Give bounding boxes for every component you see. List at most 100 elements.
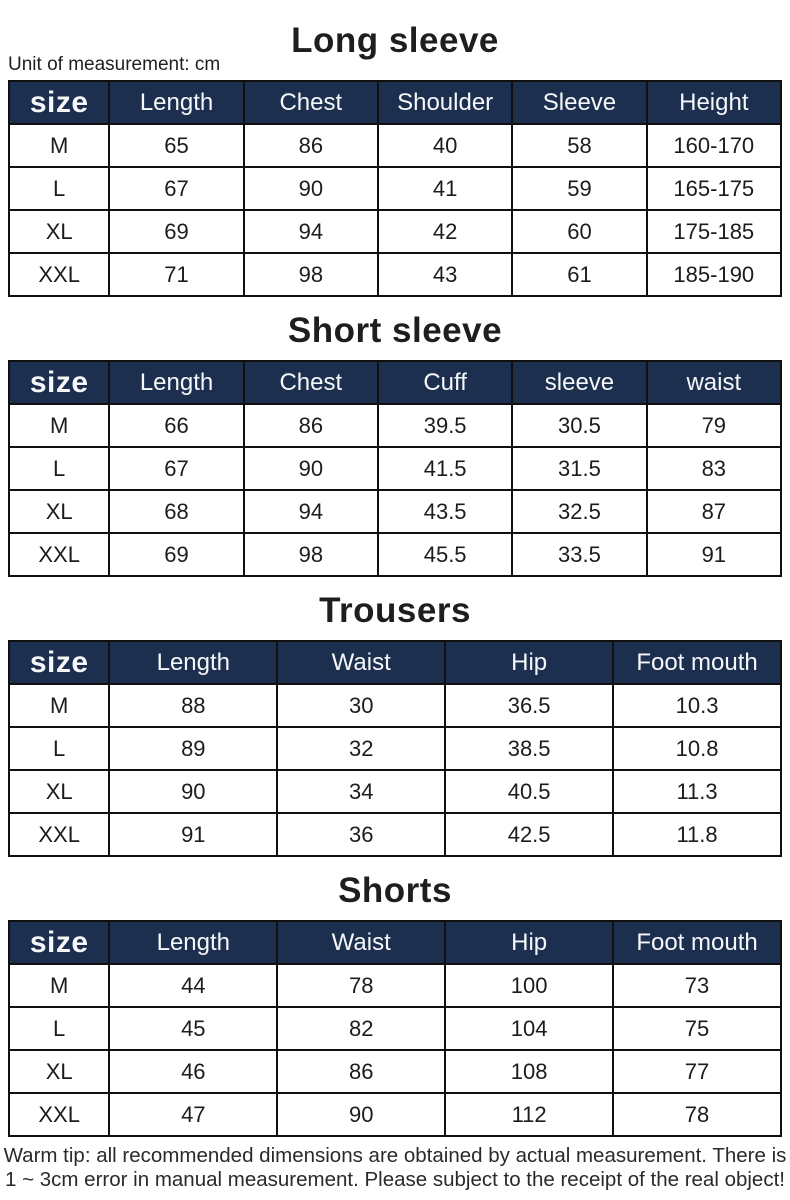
table-row-xl: XL 68 94 43.5 32.5 87 (7, 489, 783, 534)
value-cell: 69 (108, 532, 245, 577)
header-cell-shoulder: Shoulder (376, 80, 514, 125)
header-cell-height: Height (645, 80, 783, 125)
value-cell: 69 (108, 209, 245, 254)
value-cell: 90 (276, 1092, 447, 1137)
value-cell: 89 (108, 726, 279, 771)
value-cell: 82 (276, 1006, 447, 1051)
size-table-long-sleeve: size Length Chest Shoulder Sleeve Height M 65 86… (7, 80, 783, 297)
header-cell-chest: Chest (242, 80, 379, 125)
value-cell: 36 (276, 812, 447, 857)
header-cell-size: size (7, 640, 111, 685)
size-table-short-sleeve: size Length Chest Cuff sleeve waist M 66 86 39.5 3… (7, 360, 783, 577)
value-cell: 94 (242, 489, 379, 534)
size-cell: L (7, 166, 111, 211)
table-row-xxl: XXL 91 36 42.5 11.8 (7, 812, 782, 857)
value-cell: 10.8 (612, 726, 782, 771)
value-cell: 67 (108, 166, 245, 211)
size-cell: XXL (7, 532, 111, 577)
header-cell-foot-mouth: Foot mouth (612, 920, 782, 965)
value-cell: 108 (444, 1049, 615, 1094)
header-cell-cuff: Cuff (376, 360, 514, 405)
value-cell: 60 (511, 209, 648, 254)
value-cell: 58 (511, 123, 648, 168)
size-table-trousers: size Length Waist Hip Foot mouth M 88 30 36.5 10.… (7, 640, 782, 857)
header-cell-waist: Waist (276, 920, 447, 965)
value-cell: 46 (108, 1049, 279, 1094)
value-cell: 68 (108, 489, 245, 534)
value-cell: 43 (376, 252, 514, 297)
value-cell: 87 (645, 489, 783, 534)
value-cell: 38.5 (444, 726, 615, 771)
table-row-xxl: XXL 69 98 45.5 33.5 91 (7, 532, 783, 577)
value-cell: 36.5 (444, 683, 615, 728)
value-cell: 90 (108, 769, 279, 814)
value-cell: 88 (108, 683, 279, 728)
section-title-short-sleeve: Short sleeve (287, 311, 503, 350)
value-cell: 59 (511, 166, 648, 211)
value-cell: 33.5 (511, 532, 648, 577)
section-title-trousers: Trousers (319, 591, 471, 630)
value-cell: 31.5 (511, 446, 648, 491)
size-cell: M (7, 963, 111, 1008)
value-cell: 91 (108, 812, 279, 857)
value-cell: 78 (276, 963, 447, 1008)
value-cell: 73 (612, 963, 782, 1008)
value-cell: 47 (108, 1092, 279, 1137)
header-cell-hip: Hip (444, 920, 615, 965)
value-cell: 44 (108, 963, 279, 1008)
header-cell-length: Length (108, 640, 279, 685)
value-cell: 78 (612, 1092, 782, 1137)
table-header-row: size Length Chest Shoulder Sleeve Height (7, 80, 783, 125)
value-cell: 32.5 (511, 489, 648, 534)
page-header: Long sleeve Unit of measurement: cm (0, 0, 790, 75)
value-cell: 160-170 (645, 123, 783, 168)
value-cell: 98 (242, 532, 379, 577)
size-cell: XXL (7, 1092, 111, 1137)
header-cell-length: Length (108, 360, 245, 405)
value-cell: 32 (276, 726, 447, 771)
header-cell-size: size (7, 360, 111, 405)
header-cell-sleeve: sleeve (511, 360, 648, 405)
value-cell: 83 (645, 446, 783, 491)
table-row-l: L 45 82 104 75 (7, 1006, 782, 1051)
table-row-m: M 66 86 39.5 30.5 79 (7, 403, 783, 448)
header-cell-size: size (7, 80, 111, 125)
header-cell-sleeve: Sleeve (511, 80, 648, 125)
warm-tip-text: Warm tip: all recommended dimensions are… (3, 1144, 787, 1192)
table-row-m: M 88 30 36.5 10.3 (7, 683, 782, 728)
value-cell: 71 (108, 252, 245, 297)
value-cell: 165-175 (645, 166, 783, 211)
value-cell: 34 (276, 769, 447, 814)
value-cell: 75 (612, 1006, 782, 1051)
value-cell: 11.8 (612, 812, 782, 857)
value-cell: 79 (645, 403, 783, 448)
value-cell: 86 (276, 1049, 447, 1094)
value-cell: 175-185 (645, 209, 783, 254)
value-cell: 10.3 (612, 683, 782, 728)
size-cell: L (7, 726, 111, 771)
value-cell: 45.5 (376, 532, 514, 577)
table-row-xl: XL 90 34 40.5 11.3 (7, 769, 782, 814)
header-cell-foot-mouth: Foot mouth (612, 640, 782, 685)
table-row-xl: XL 69 94 42 60 175-185 (7, 209, 783, 254)
value-cell: 90 (242, 166, 379, 211)
value-cell: 11.3 (612, 769, 782, 814)
table-row-l: L 89 32 38.5 10.8 (7, 726, 782, 771)
value-cell: 41.5 (376, 446, 514, 491)
size-tables-container: size Length Chest Shoulder Sleeve Height M 65 86… (0, 80, 790, 1137)
value-cell: 66 (108, 403, 245, 448)
size-cell: M (7, 403, 111, 448)
header-cell-waist: Waist (276, 640, 447, 685)
table-row-xxl: XXL 47 90 112 78 (7, 1092, 782, 1137)
value-cell: 40 (376, 123, 514, 168)
value-cell: 185-190 (645, 252, 783, 297)
table-row-l: L 67 90 41 59 165-175 (7, 166, 783, 211)
header-cell-length: Length (108, 80, 245, 125)
value-cell: 65 (108, 123, 245, 168)
size-cell: XL (7, 769, 111, 814)
value-cell: 30 (276, 683, 447, 728)
value-cell: 98 (242, 252, 379, 297)
table-header-row: size Length Waist Hip Foot mouth (7, 640, 782, 685)
value-cell: 67 (108, 446, 245, 491)
